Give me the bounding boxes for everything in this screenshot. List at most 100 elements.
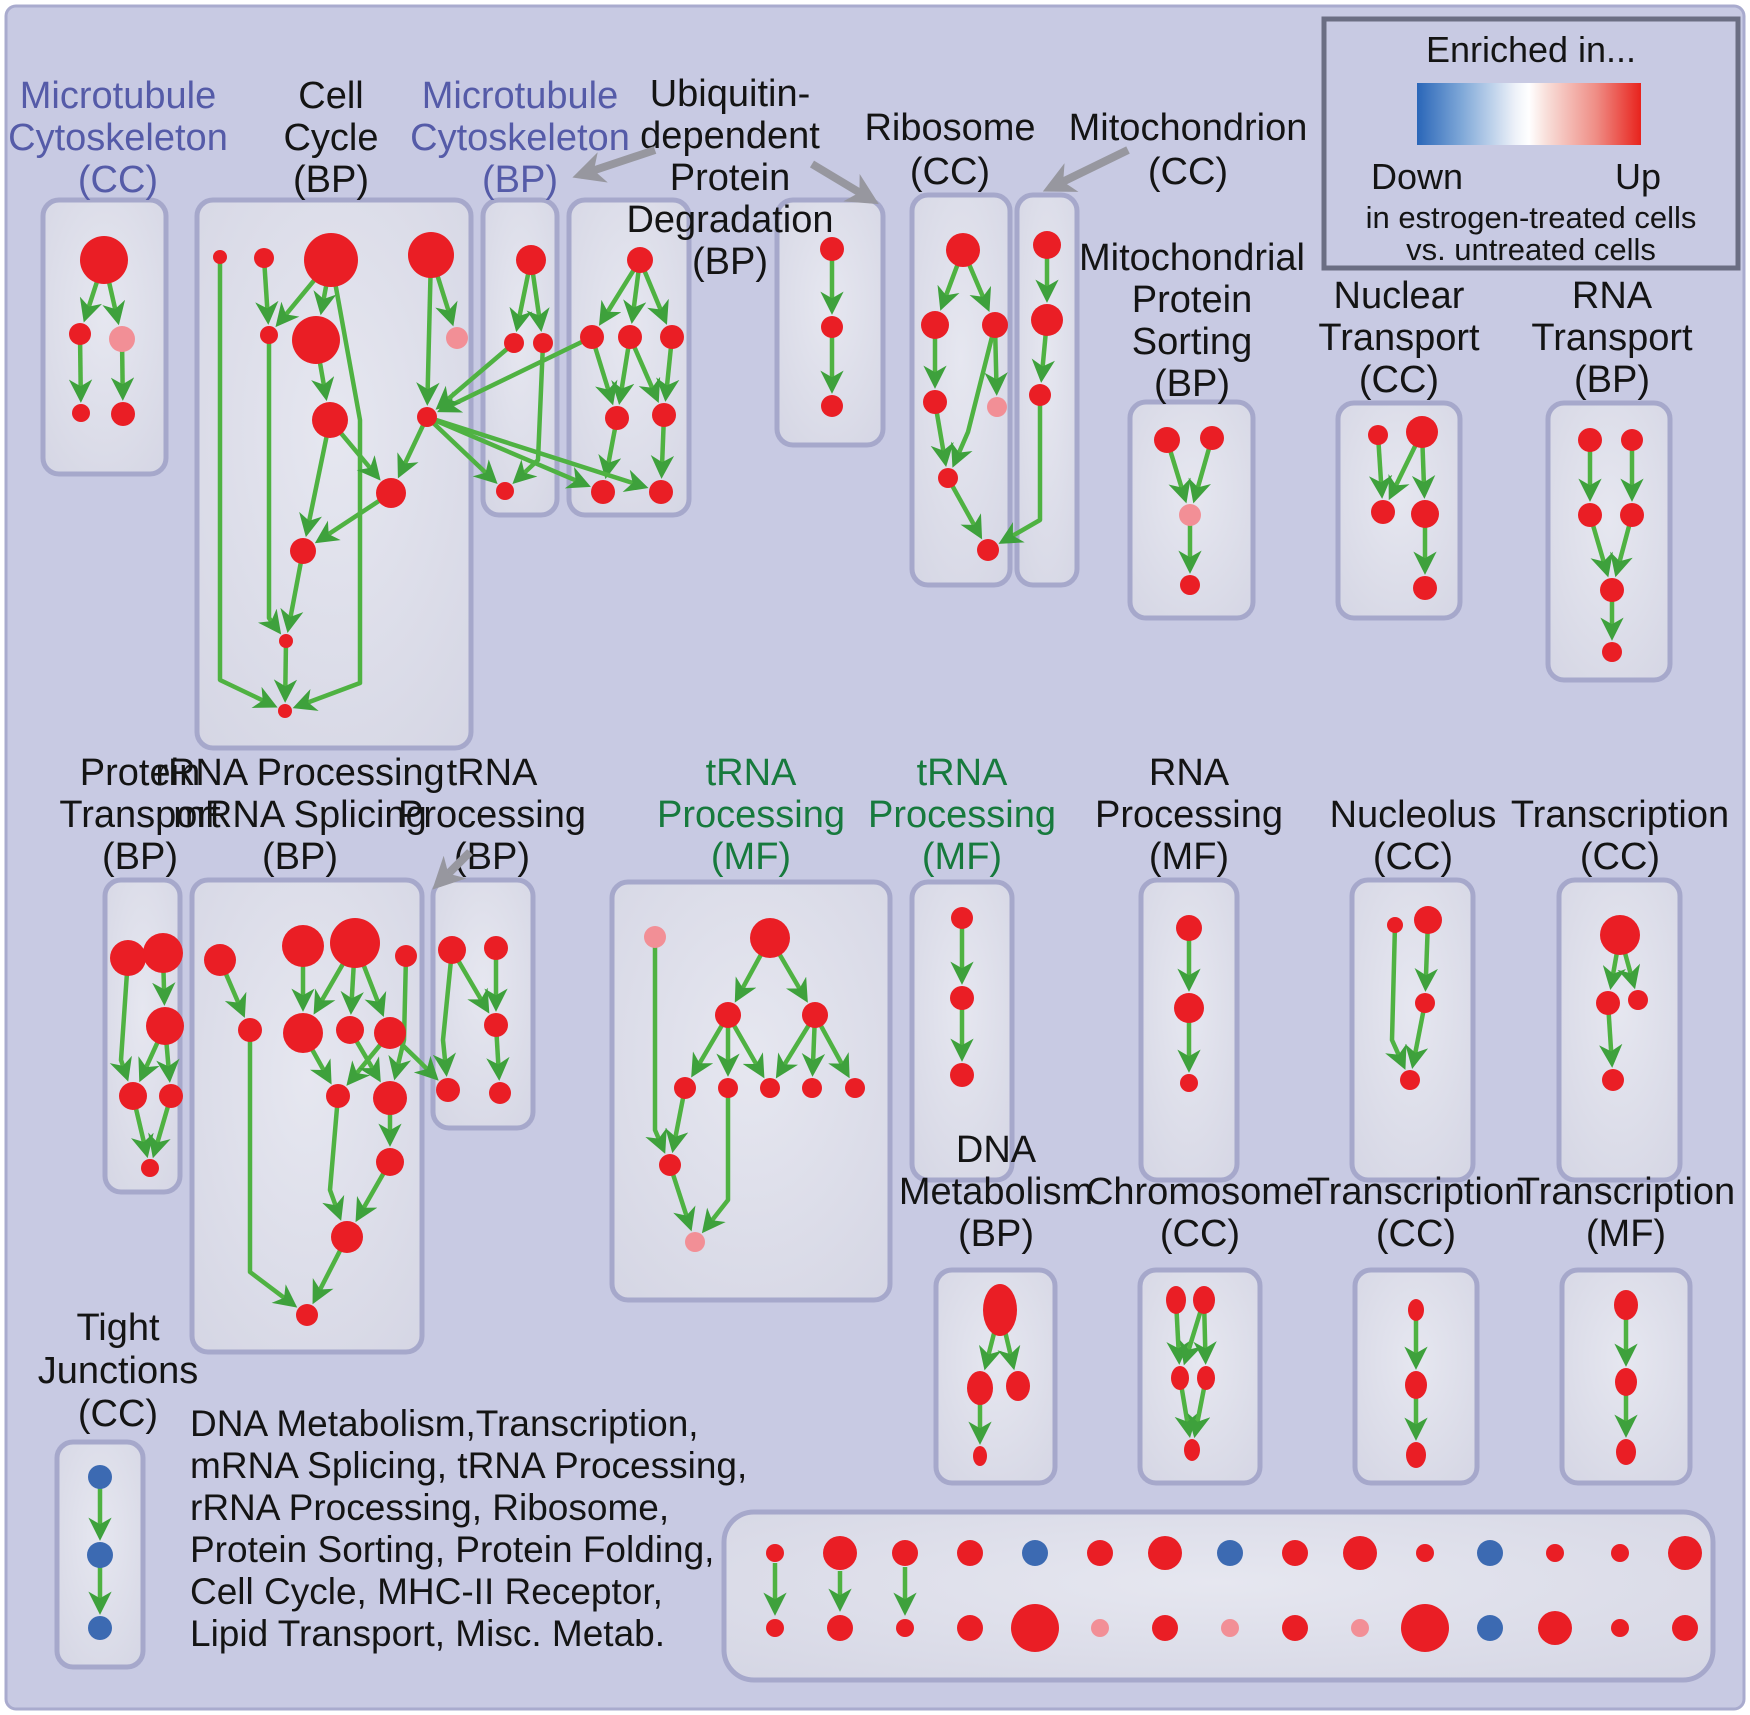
node-rt1 [1621, 429, 1643, 451]
node-nt2 [1371, 500, 1395, 524]
node-tm0 [644, 926, 666, 948]
label-trna-processing-mf-1-line2: Processing [657, 794, 845, 836]
node-rb3 [923, 390, 947, 414]
strip-node-top-col4 [957, 1540, 983, 1566]
node-cc8 [312, 402, 348, 438]
strip-node-bottom-col6 [1091, 1619, 1109, 1637]
node-pt2 [146, 1007, 184, 1045]
edge-rb2-rb5 [951, 332, 996, 468]
box-nuclear-transport [1335, 400, 1463, 621]
edge-tb0-tb3 [432, 958, 457, 1077]
label-nucleolus-cc-line2: (CC) [1373, 836, 1453, 878]
label-cell-cycle-bp-line1: Cell [298, 75, 363, 117]
node-rr12 [331, 1221, 363, 1253]
label-trna-processing-mf-1-line1: tRNA [706, 752, 797, 794]
note-line-3: rRNA Processing, Ribosome, [190, 1487, 669, 1528]
node-nt0 [1368, 425, 1388, 445]
label-rrna-processing-mrna-splicing-bp-line2: mRNA Splicing [173, 794, 426, 836]
label-protein-transport-bp-line1: Protein [80, 752, 200, 794]
node-cc5 [260, 326, 278, 344]
node-tm6 [760, 1078, 780, 1098]
strip-node-top-col13 [1546, 1544, 1564, 1562]
label-tight-junctions-cc-line2: Junctions [38, 1350, 199, 1392]
node-t40 [1614, 1290, 1638, 1320]
node-u3 [660, 325, 684, 349]
node-tm3 [802, 1002, 828, 1028]
label-pointer-arrow-3 [1042, 146, 1130, 192]
node-dn0 [983, 1284, 1017, 1336]
node-rt2 [1578, 503, 1602, 527]
label-ubiquitin-dependent-protein-degradation-bp-line5: (BP) [692, 241, 768, 283]
note-line-5: Cell Cycle, MHC-II Receptor, [190, 1571, 663, 1612]
strip-node-bottom-col8 [1221, 1619, 1239, 1637]
label-tight-junctions-cc-line3: (CC) [78, 1393, 158, 1435]
node-rt0 [1578, 428, 1602, 452]
node-rr11 [376, 1148, 404, 1176]
label-microtubule-cytoskeleton-cc-line2: Cytoskeleton [8, 117, 228, 159]
label-transcription-cc-row2-line1: Transcription [1511, 794, 1729, 836]
strip-node-top-col3 [892, 1540, 918, 1566]
edge-rb3-rb5 [930, 408, 954, 468]
edge-tb2-tb4 [486, 1032, 510, 1081]
strip-node-top-col8 [1217, 1540, 1243, 1566]
label-ubiquitin-dependent-protein-degradation-bp-line2: dependent [640, 115, 820, 157]
strip-node-bottom-col10 [1351, 1619, 1369, 1637]
node-cc3 [304, 233, 358, 287]
node-tm1 [750, 918, 790, 958]
node-cc2 [254, 248, 274, 268]
label-transcription-cc-row2-line2: (CC) [1580, 836, 1660, 878]
strip-node-bottom-col7 [1152, 1615, 1178, 1641]
node-rr1 [204, 944, 236, 976]
node-rr6 [283, 1013, 323, 1053]
node-rb1 [921, 311, 949, 339]
edge-rt2-rt4 [1589, 521, 1613, 578]
strip-node-top-col14 [1611, 1544, 1629, 1562]
edge-ch0-ch2 [1166, 1308, 1190, 1365]
label-nuclear-transport-cc-line2: Transport [1318, 317, 1480, 359]
edge-ch1-ch2 [1179, 1307, 1204, 1366]
label-nucleolus-cc-line1: Nucleolus [1330, 794, 1497, 836]
node-mc0 [80, 236, 128, 284]
label-rna-processing-mf-line3: (MF) [1149, 836, 1229, 878]
label-transcription-mf-line1: Transcription [1517, 1171, 1735, 1213]
edge-rr1-rr5 [221, 967, 247, 1018]
edge-ch1-ch3 [1193, 1308, 1217, 1365]
node-q2 [821, 395, 843, 417]
node-tb3 [436, 1078, 460, 1102]
node-tm9 [659, 1154, 681, 1176]
strip-node-top-col12 [1477, 1540, 1503, 1566]
node-u1 [580, 325, 604, 349]
node-t41 [1615, 1368, 1637, 1396]
node-rp2 [1180, 1074, 1198, 1092]
node-tm2 [715, 1002, 741, 1028]
label-microtubule-cytoskeleton-bp-line1: Microtubule [422, 75, 618, 117]
node-cc6 [292, 316, 340, 364]
note-line-2: mRNA Splicing, tRNA Processing, [190, 1445, 747, 1486]
strip-node-top-col6 [1087, 1540, 1113, 1566]
node-mt2 [1029, 384, 1051, 406]
box-dna-metabolism [933, 1267, 1058, 1486]
edge-cc5-cc12 [257, 340, 282, 635]
legend-up-label: Up [1615, 156, 1661, 197]
label-rna-processing-mf-line1: RNA [1149, 752, 1230, 794]
strip-node-top-col2 [823, 1536, 857, 1570]
label-dna-metabolism-bp-line3: (BP) [958, 1213, 1034, 1255]
node-u7 [649, 480, 673, 504]
node-mc4 [111, 402, 135, 426]
node-rb2 [982, 312, 1008, 338]
node-mp3 [1180, 575, 1200, 595]
node-cc1 [213, 250, 227, 264]
edge-tb0-tb2 [454, 956, 490, 1014]
node-mb3 [496, 482, 514, 500]
node-cc10 [376, 478, 406, 508]
node-rb6 [977, 539, 999, 561]
label-chromosome-cc-line1: Chromosome [1086, 1171, 1314, 1213]
node-tm8 [845, 1078, 865, 1098]
label-trna-processing-mf-2-line1: tRNA [917, 752, 1008, 794]
strip-node-top-col5 [1022, 1540, 1048, 1566]
strip-node-bottom-col15 [1672, 1615, 1698, 1641]
node-dn3 [973, 1446, 987, 1466]
edge-nu1-nu2 [1414, 928, 1438, 992]
